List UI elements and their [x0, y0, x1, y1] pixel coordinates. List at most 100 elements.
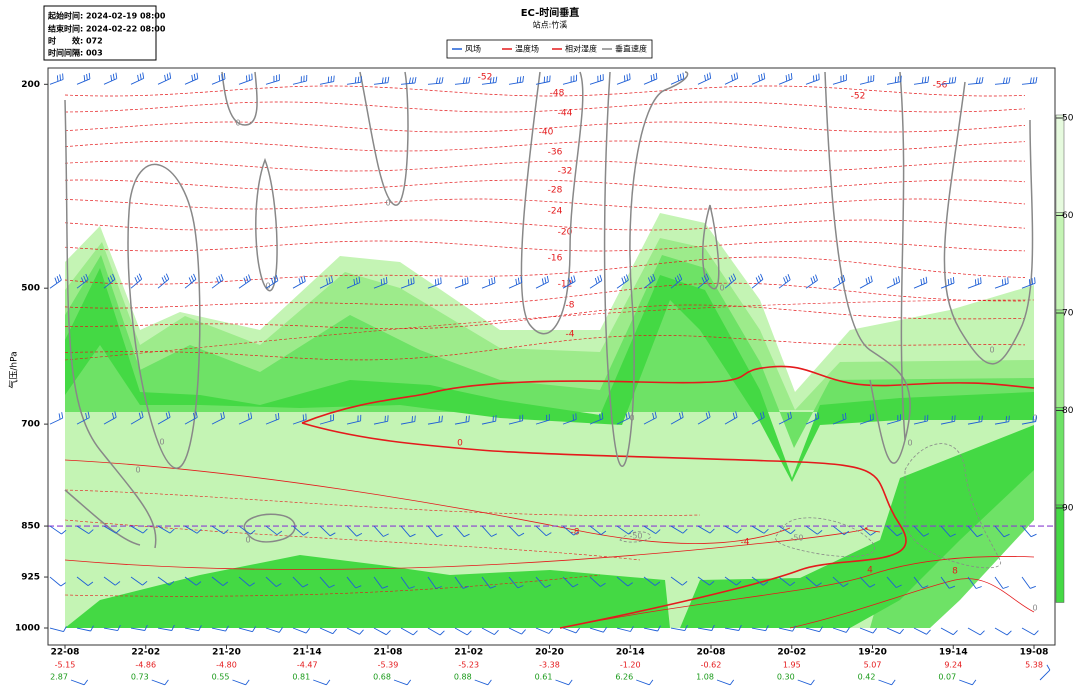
- info-line: 起始时间: 2024-02-19 08:00: [47, 11, 166, 21]
- wind-barb: [184, 576, 202, 586]
- isotherm-label: -24: [548, 207, 563, 217]
- wind-barb: [319, 276, 334, 289]
- isotherm-label: -20: [558, 228, 573, 238]
- wind-barb: [49, 626, 67, 633]
- wind-barb: [967, 77, 984, 85]
- velocity-contour: [127, 163, 201, 469]
- surface-temperature: -1.20: [620, 661, 641, 670]
- y-tick-label: 700: [21, 420, 40, 430]
- velocity-label: 0: [629, 414, 634, 423]
- wind-barb: [49, 412, 64, 425]
- wind-barb: [555, 679, 573, 686]
- wind-barb: [319, 414, 334, 425]
- surface-value: 0.61: [535, 673, 553, 682]
- wind-barb: [211, 576, 229, 586]
- wind-barb: [481, 576, 497, 589]
- wind-barb: [724, 273, 737, 289]
- surface-value: 0.07: [938, 673, 956, 682]
- wind-barb: [832, 525, 850, 536]
- wind-barb: [724, 576, 742, 586]
- wind-barb: [346, 627, 364, 635]
- wind-barb: [778, 525, 796, 535]
- velocity-contour: [775, 517, 875, 557]
- colorbar-segment: [1055, 407, 1065, 506]
- wind-barb: [535, 75, 551, 85]
- info-line: 结束时间: 2024-02-22 08:00: [48, 24, 166, 34]
- x-tick-label: 21-14: [293, 648, 322, 658]
- surface-temperature: 5.07: [864, 661, 882, 670]
- y-axis-title: 气压/hPa: [8, 351, 20, 388]
- wind-barb: [427, 627, 445, 636]
- wind-barb: [967, 277, 982, 289]
- wind-barb: [616, 525, 634, 535]
- velocity-contour: [824, 71, 911, 464]
- wind-barb: [589, 74, 604, 85]
- isotherm-minor: [64, 574, 601, 597]
- wind-barb: [1021, 576, 1036, 589]
- surface-value: 6.26: [615, 673, 633, 682]
- wind-barb: [508, 576, 524, 589]
- wind-barb: [832, 74, 847, 85]
- wind-barb: [832, 412, 847, 425]
- isotherm: [64, 527, 881, 570]
- wind-barb: [346, 414, 362, 425]
- x-tick-label: 19-08: [1020, 648, 1049, 658]
- wind-barb: [292, 525, 309, 536]
- surface-value: 0.42: [858, 673, 876, 682]
- wind-barb: [130, 72, 145, 85]
- y-tick-label: 500: [21, 284, 40, 294]
- wind-barb: [373, 76, 390, 85]
- wind-barb: [778, 576, 796, 587]
- isotherm: [64, 85, 1026, 97]
- y-tick-label: 200: [21, 80, 40, 90]
- wind-barb: [130, 411, 144, 425]
- wind-barb: [400, 77, 417, 85]
- x-tick-label: 19-20: [858, 648, 887, 658]
- velocity-label: 0: [385, 199, 390, 208]
- x-tick-label: 21-08: [374, 648, 403, 658]
- wind-barb: [211, 274, 224, 289]
- wind-barb: [751, 625, 769, 632]
- velocity-contour: [64, 489, 141, 546]
- wind-barb: [778, 73, 793, 85]
- wind-barb: [238, 274, 251, 289]
- isotherm-label: -16: [548, 254, 563, 264]
- colorbar-segment: [1055, 504, 1065, 603]
- velocity-contour: [603, 71, 689, 467]
- wind-barb: [940, 415, 956, 425]
- chart-subtitle: 站点:竹溪: [533, 20, 568, 30]
- legend: [446, 39, 653, 59]
- wind-barb: [130, 624, 148, 631]
- wind-barb: [535, 627, 554, 634]
- wind-barb: [232, 679, 250, 686]
- wind-barb: [184, 625, 202, 632]
- wind-barb: [319, 627, 337, 635]
- wind-barb: [265, 74, 280, 85]
- isotherm-label: -52: [851, 92, 866, 102]
- wind-barb: [292, 627, 311, 634]
- wind-barb: [913, 525, 930, 537]
- wind-barb: [697, 273, 710, 289]
- isotherm-minor: [64, 519, 641, 561]
- wind-barb: [427, 525, 443, 538]
- isotherm-label: -4: [566, 330, 575, 340]
- wind-barb: [805, 73, 820, 85]
- wind-barb: [454, 627, 472, 636]
- wind-barb: [346, 276, 361, 289]
- wind-barb: [886, 576, 902, 589]
- wind-barb: [778, 274, 791, 289]
- wind-barb: [481, 76, 498, 85]
- wind-barb: [454, 277, 469, 289]
- wind-barb: [265, 576, 282, 587]
- wind-barb: [427, 77, 444, 85]
- wind-barb: [346, 576, 362, 589]
- wind-barb: [562, 275, 576, 289]
- wind-barb: [832, 576, 849, 587]
- surface-temperature: -0.62: [701, 661, 722, 670]
- velocity-label: 0: [1032, 604, 1037, 613]
- wind-barb: [589, 274, 603, 289]
- wind-barb: [103, 72, 118, 85]
- wind-barb: [859, 627, 877, 634]
- wind-barb: [913, 576, 929, 589]
- isotherm: [559, 556, 1035, 629]
